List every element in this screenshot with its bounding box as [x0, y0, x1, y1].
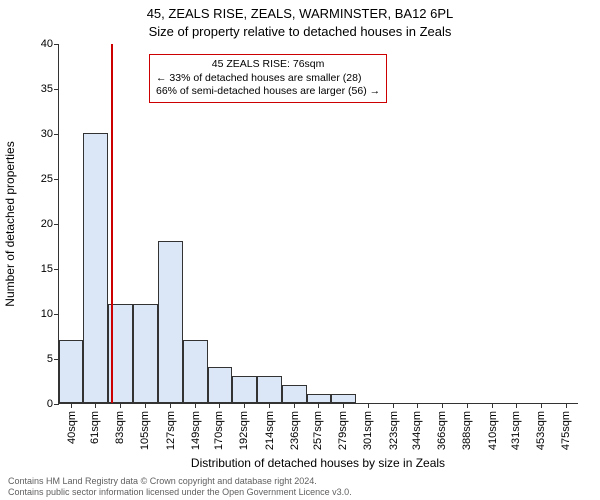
xtick-mark [368, 403, 369, 408]
xtick-mark [294, 403, 295, 408]
ytick-label: 15 [31, 263, 53, 275]
ytick-label: 40 [31, 38, 53, 50]
ytick-label: 0 [31, 398, 53, 410]
xtick-mark [145, 403, 146, 408]
xtick-label: 40sqm [66, 411, 78, 444]
y-axis-label: Number of detached properties [3, 141, 17, 306]
xtick-label: 257sqm [312, 411, 324, 450]
ytick-label: 5 [31, 353, 53, 365]
xtick-label: 105sqm [139, 411, 151, 450]
xtick-mark [541, 403, 542, 408]
xtick-mark [442, 403, 443, 408]
xtick-label: 236sqm [289, 411, 301, 450]
xtick-label: 83sqm [114, 411, 126, 444]
xtick-mark [120, 403, 121, 408]
chart-title-line1: 45, ZEALS RISE, ZEALS, WARMINSTER, BA12 … [0, 6, 600, 21]
xtick-mark [71, 403, 72, 408]
histogram-bar [158, 241, 183, 403]
xtick-label: 323sqm [388, 411, 400, 450]
xtick-mark [195, 403, 196, 408]
ytick-label: 25 [31, 173, 53, 185]
histogram-bar [133, 304, 158, 403]
xtick-mark [244, 403, 245, 408]
xtick-label: 170sqm [213, 411, 225, 450]
ytick-mark [54, 134, 59, 135]
footer-line1: Contains HM Land Registry data © Crown c… [8, 476, 352, 487]
xtick-label: 475sqm [560, 411, 572, 450]
xtick-label: 127sqm [165, 411, 177, 450]
chart-plot-area: 051015202530354040sqm61sqm83sqm105sqm127… [58, 44, 578, 404]
xtick-label: 279sqm [337, 411, 349, 450]
xtick-mark [566, 403, 567, 408]
annotation-line3: 66% of semi-detached houses are larger (… [156, 85, 380, 99]
histogram-bar [232, 376, 257, 403]
root: 45, ZEALS RISE, ZEALS, WARMINSTER, BA12 … [0, 0, 600, 500]
histogram-bar [282, 385, 307, 403]
xtick-mark [318, 403, 319, 408]
chart-title-line2: Size of property relative to detached ho… [0, 24, 600, 39]
histogram-bar [208, 367, 232, 403]
xtick-label: 61sqm [89, 411, 101, 444]
xtick-label: 192sqm [238, 411, 250, 450]
ytick-mark [54, 89, 59, 90]
annotation-line2: ← 33% of detached houses are smaller (28… [156, 72, 380, 86]
xtick-mark [467, 403, 468, 408]
ytick-mark [54, 44, 59, 45]
annotation-box: 45 ZEALS RISE: 76sqm← 33% of detached ho… [149, 54, 387, 103]
ytick-mark [54, 224, 59, 225]
histogram-bar [257, 376, 282, 403]
histogram-bar [59, 340, 83, 403]
ytick-label: 10 [31, 308, 53, 320]
annotation-line1: 45 ZEALS RISE: 76sqm [156, 58, 380, 72]
footer-line2: Contains public sector information licen… [8, 487, 352, 498]
ytick-label: 35 [31, 83, 53, 95]
subject-marker-line [111, 44, 113, 403]
x-axis-label: Distribution of detached houses by size … [58, 456, 578, 470]
ytick-label: 20 [31, 218, 53, 230]
ytick-mark [54, 269, 59, 270]
xtick-label: 366sqm [436, 411, 448, 450]
xtick-mark [417, 403, 418, 408]
histogram-bar [307, 394, 331, 403]
xtick-mark [516, 403, 517, 408]
histogram-bar [83, 133, 108, 403]
xtick-mark [393, 403, 394, 408]
ytick-mark [54, 179, 59, 180]
xtick-label: 410sqm [487, 411, 499, 450]
xtick-label: 214sqm [264, 411, 276, 450]
xtick-label: 431sqm [510, 411, 522, 450]
xtick-mark [170, 403, 171, 408]
ytick-label: 30 [31, 128, 53, 140]
histogram-bar [331, 394, 356, 403]
xtick-mark [492, 403, 493, 408]
xtick-mark [219, 403, 220, 408]
xtick-mark [269, 403, 270, 408]
histogram-bar [183, 340, 208, 403]
xtick-mark [95, 403, 96, 408]
xtick-label: 453sqm [535, 411, 547, 450]
xtick-label: 301sqm [362, 411, 374, 450]
xtick-label: 388sqm [461, 411, 473, 450]
ytick-mark [54, 314, 59, 315]
xtick-label: 149sqm [190, 411, 202, 450]
footer-attribution: Contains HM Land Registry data © Crown c… [8, 476, 352, 498]
xtick-mark [343, 403, 344, 408]
xtick-label: 344sqm [411, 411, 423, 450]
ytick-mark [54, 404, 59, 405]
